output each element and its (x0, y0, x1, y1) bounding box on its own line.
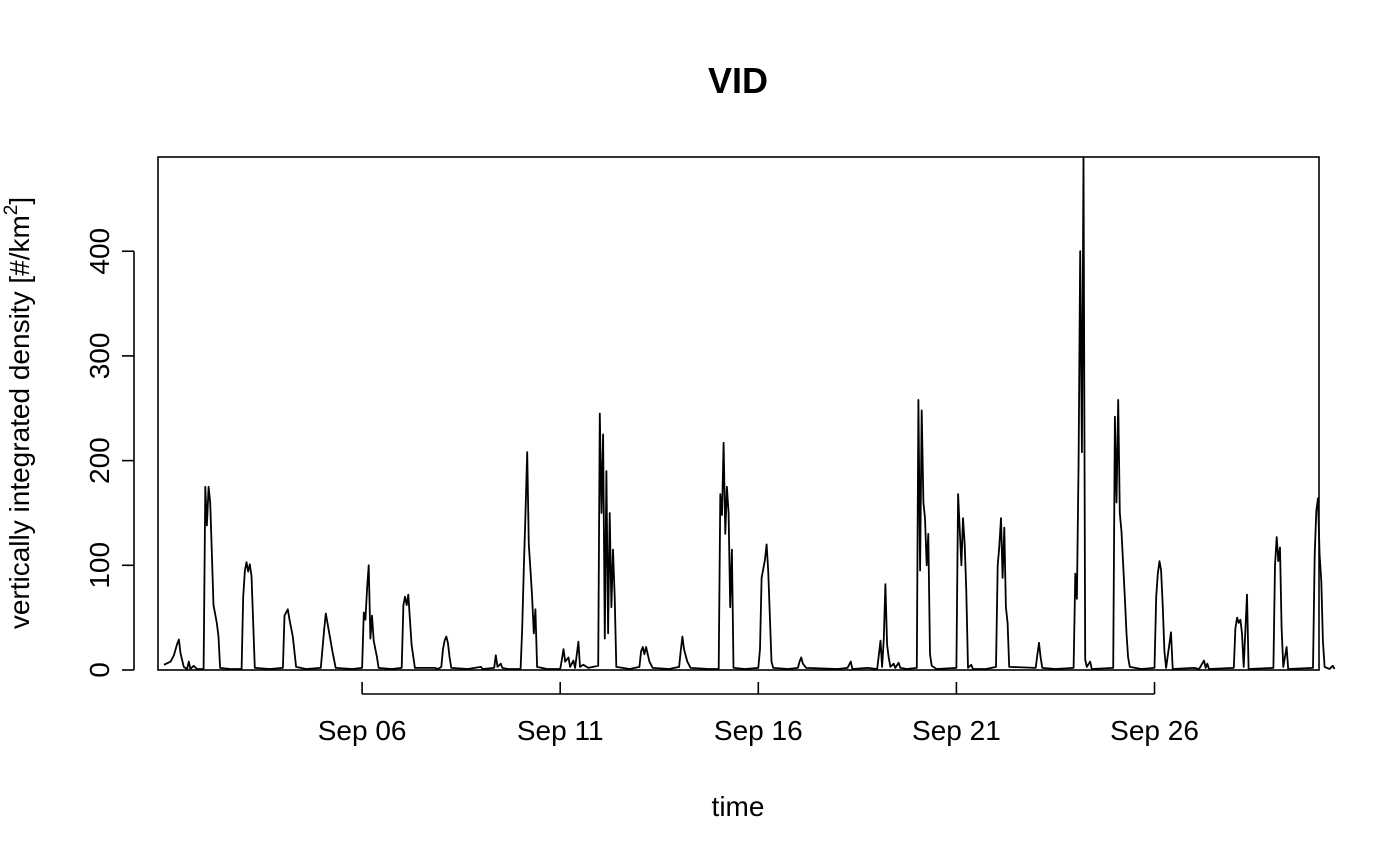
series-layer (163, 156, 1336, 670)
x-tick-label: Sep 21 (912, 715, 1001, 746)
x-tick-label: Sep 06 (318, 715, 407, 746)
y-axis: 0 100 200 300 400 (84, 228, 135, 678)
y-tick-label: 100 (84, 542, 115, 589)
y-tick-label: 0 (84, 662, 115, 678)
y-axis-label-suffix: ] (4, 197, 35, 205)
y-tick-label: 200 (84, 437, 115, 484)
x-tick-label: Sep 16 (714, 715, 803, 746)
x-tick-label: Sep 26 (1110, 715, 1199, 746)
y-axis-label-superscript: 2 (1, 205, 22, 216)
y-axis-label-main: vertically integrated density [#/km (4, 215, 35, 629)
series-line (163, 156, 1336, 670)
y-tick-label: 400 (84, 228, 115, 275)
plot-frame (157, 156, 1320, 671)
x-axis-label: time (712, 791, 765, 822)
x-tick-label: Sep 11 (517, 715, 604, 746)
y-axis-label: vertically integrated density [#/km2] (1, 197, 35, 629)
chart-title: VID (708, 60, 768, 101)
y-tick-label: 300 (84, 333, 115, 380)
x-axis: Sep 06 Sep 11 Sep 16 Sep 21 Sep 26 (318, 682, 1199, 746)
